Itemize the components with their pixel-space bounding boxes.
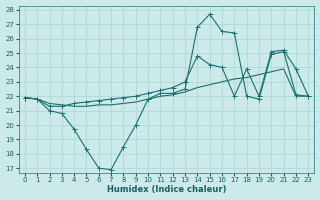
X-axis label: Humidex (Indice chaleur): Humidex (Indice chaleur) <box>107 185 226 194</box>
